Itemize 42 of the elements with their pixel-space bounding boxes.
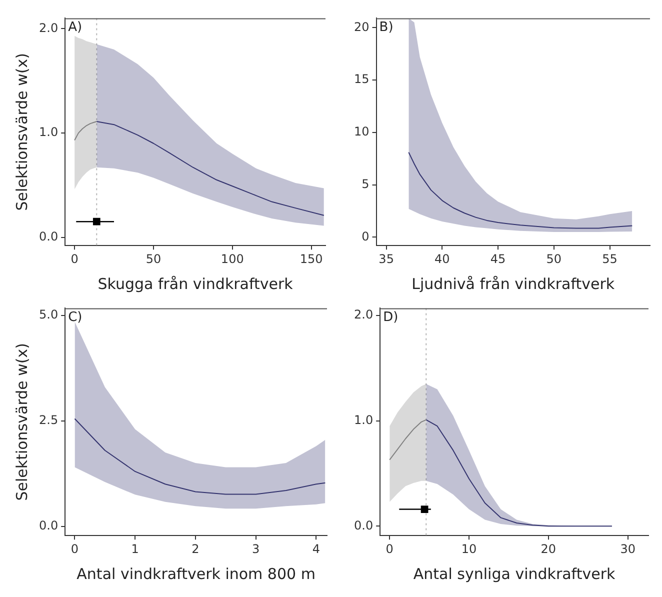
y-tick-label: 10 <box>354 124 370 139</box>
x-tick-label: 2 <box>192 542 200 556</box>
y-tick-label: 2.5 <box>38 412 58 427</box>
x-tick-label: 150 <box>300 252 323 266</box>
y-tick-label: 0.0 <box>38 229 58 244</box>
x-tick-label: 35 <box>378 252 394 266</box>
y-tick-label: 0.0 <box>354 518 374 532</box>
x-tick-label: 30 <box>620 542 636 556</box>
y-tick-label: 5 <box>362 176 370 191</box>
x-tick-label: 50 <box>146 252 162 266</box>
x-tick-label: 50 <box>546 252 562 266</box>
y-tick-label: 1.0 <box>38 125 58 140</box>
annotation: D) <box>383 310 398 326</box>
x-tick-label: 3 <box>252 542 260 556</box>
x-tick-label: 1 <box>131 542 139 556</box>
x-tick-label: 4 <box>312 542 320 556</box>
x-axis-title: Antal vindkraftverk inom 800 m <box>76 564 316 583</box>
y-tick-label: 5.0 <box>38 307 58 322</box>
y-tick-label: 0 <box>362 229 370 244</box>
y-tick-label: 2.0 <box>354 308 374 322</box>
y-axis-title: Selektionsvärde w(x) <box>12 343 31 501</box>
x-tick-label: 20 <box>540 542 556 556</box>
y-tick-label: 1.0 <box>354 412 374 427</box>
x-tick-label: 40 <box>434 252 450 266</box>
x-axis-title: Antal synliga vindkraftverk <box>413 564 616 583</box>
y-tick-label: 2.0 <box>38 20 58 35</box>
x-tick-label: 10 <box>461 542 477 556</box>
y-tick-label: 0.0 <box>38 518 58 532</box>
x-tick-label: 0 <box>70 252 78 266</box>
x-axis-title: Skugga från vindkraftverk <box>98 274 294 293</box>
annotation: B) <box>379 20 394 36</box>
annotation: A) <box>68 20 82 36</box>
x-axis-title: Ljudnivå från vindkraftverk <box>412 274 615 293</box>
y-axis-title: Selektionsvärde w(x) <box>12 53 31 211</box>
x-tick-label: 0 <box>386 542 394 556</box>
y-tick-label: 15 <box>354 72 370 86</box>
x-tick-label: 0 <box>70 542 79 556</box>
x-tick-label: 55 <box>602 252 618 266</box>
x-tick-label: 100 <box>220 252 244 266</box>
x-tick-label: 45 <box>490 252 506 266</box>
annotation: C) <box>68 310 82 326</box>
y-tick-label: 20 <box>354 20 370 34</box>
